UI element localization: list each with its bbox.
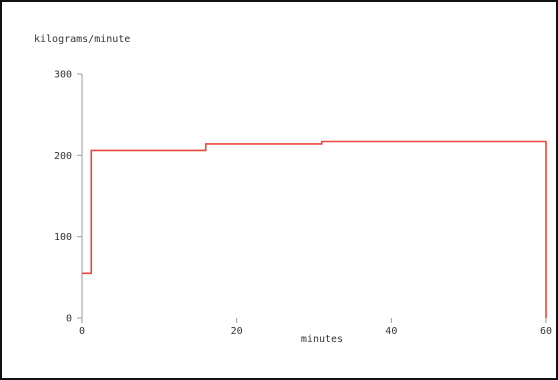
y-tick-label: 0: [66, 314, 72, 325]
y-tick-label: 200: [54, 151, 72, 162]
series-lines: [82, 140, 547, 318]
x-tick-label: 60: [540, 326, 552, 337]
x-tick-label: 0: [79, 326, 85, 337]
axes: 0 100 200 300 0 20 40 60: [54, 70, 552, 338]
x-tick-label: 20: [231, 326, 243, 337]
y-tick-label: 300: [54, 70, 72, 81]
x-axis-label: minutes: [301, 334, 343, 345]
series-line: [82, 140, 547, 318]
y-tick-label: 100: [54, 232, 72, 243]
y-axis-label: kilograms/minute: [34, 34, 130, 45]
x-tick-label: 40: [385, 326, 397, 337]
